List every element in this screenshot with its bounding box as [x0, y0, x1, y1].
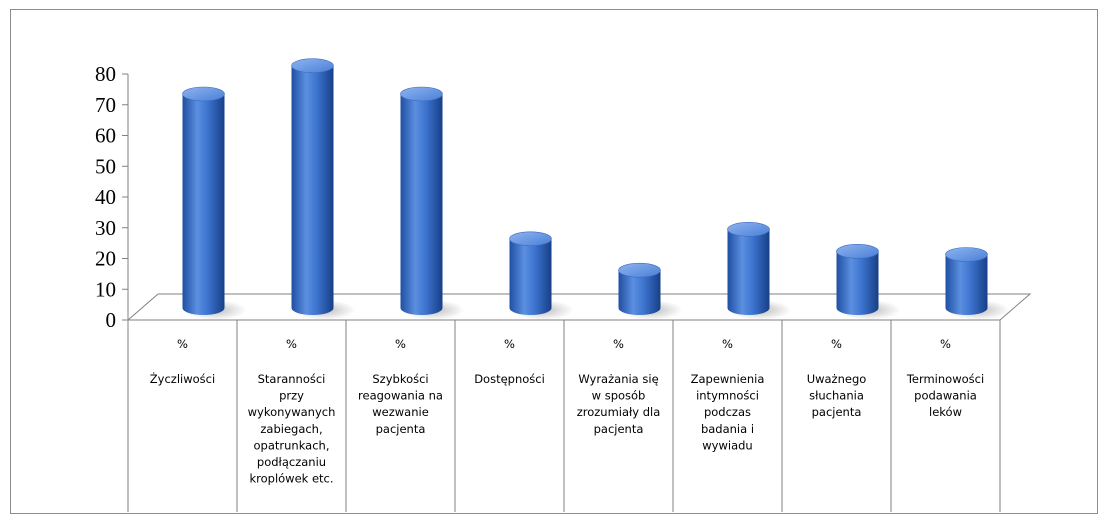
category-label: Terminowości podawania leków	[906, 372, 984, 419]
bar	[182, 86, 247, 320]
bar	[291, 58, 356, 320]
y-tick-label: 60	[95, 124, 116, 148]
y-tick-label: 70	[95, 93, 116, 117]
y-tick-label: 30	[95, 216, 116, 240]
bar	[400, 86, 465, 320]
series-label: %	[722, 337, 733, 351]
series-label: %	[395, 337, 406, 351]
category-label: Zapewnienia intymności podczas badania i wyw…	[691, 372, 765, 452]
y-tick-label: 40	[95, 185, 116, 209]
bar	[727, 222, 792, 320]
y-tick-label: 20	[95, 247, 116, 271]
series-label: %	[286, 337, 297, 351]
category-label: Uważnego słuchania pacjenta	[807, 372, 867, 419]
category-label: Życzliwości	[150, 371, 215, 386]
bar	[509, 231, 574, 320]
category-label: Szybkości reagowania na wezwanie pacjenta	[358, 372, 443, 436]
y-tick-label: 50	[95, 154, 116, 178]
bar	[836, 244, 901, 320]
series-label: %	[831, 337, 842, 351]
y-axis: 0 10 20 30 40 50 60 70 80	[95, 62, 129, 332]
series-label: %	[504, 337, 515, 351]
category-label: Wyrażania się w sposób zrozumiały dla pacje…	[577, 372, 661, 436]
y-tick-label: 0	[106, 308, 117, 332]
series-label: %	[177, 337, 188, 351]
bars	[182, 58, 1010, 320]
series-label: %	[940, 337, 951, 351]
bar	[618, 262, 683, 320]
series-label: %	[613, 337, 624, 351]
category-label: Dostępności	[474, 372, 545, 386]
y-tick-label: 80	[95, 62, 116, 86]
y-tick-label: 10	[95, 277, 116, 301]
category-label: Staranności przy wykonywanych zabiegach, opa…	[248, 372, 336, 486]
bar	[945, 247, 1010, 320]
data-table: % Życzliwości% Staranności przy wykonywanych…	[127, 320, 1001, 512]
